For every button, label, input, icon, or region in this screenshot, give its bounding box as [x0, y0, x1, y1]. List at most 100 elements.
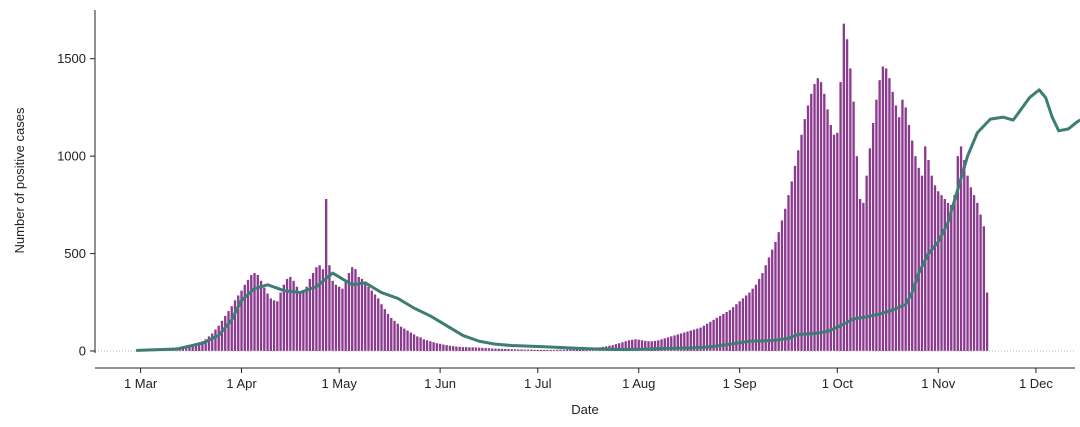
bar [748, 292, 751, 351]
bar [432, 342, 435, 351]
bar [764, 265, 767, 351]
bar [526, 349, 530, 351]
bar [940, 195, 943, 351]
x-tick-label: 1 Jun [424, 376, 456, 391]
bar [647, 341, 650, 351]
bar [823, 93, 826, 351]
bar [728, 310, 732, 351]
bar [754, 284, 758, 351]
bar [816, 78, 819, 351]
bar [565, 349, 569, 351]
bar [578, 348, 582, 351]
bar [562, 349, 566, 351]
bar [777, 232, 780, 351]
bar [679, 333, 683, 351]
bar [683, 332, 686, 351]
bar [289, 276, 292, 351]
bar [377, 298, 380, 351]
bar [214, 329, 217, 351]
y-axis: 0 500 1000 1500 [57, 10, 96, 359]
bar [810, 93, 813, 351]
bar [862, 202, 865, 351]
bar [338, 286, 341, 351]
bar [692, 329, 696, 351]
bar [709, 321, 712, 351]
bar [419, 337, 422, 351]
bar [429, 341, 432, 351]
bar [481, 347, 484, 351]
bar [784, 208, 787, 351]
bar [549, 349, 552, 351]
bar [279, 292, 282, 351]
bar [637, 339, 640, 351]
bar [917, 167, 920, 351]
bar [575, 349, 579, 351]
bar [907, 124, 911, 351]
bar [572, 349, 575, 351]
bar [497, 348, 500, 351]
bar [842, 23, 846, 351]
bar [702, 325, 706, 351]
bar [881, 66, 885, 351]
bar [341, 288, 344, 351]
bar [884, 68, 888, 352]
moving-average-line [135, 88, 1080, 352]
bar [246, 279, 250, 351]
bar [250, 275, 253, 351]
bar [364, 282, 367, 351]
bar [298, 292, 302, 351]
bar [321, 269, 325, 351]
bar [386, 313, 390, 351]
x-axis: 1 Mar 1 Apr 1 May 1 Jun 1 Jul 1 Aug 1 Sep 1 Oct… [95, 367, 1075, 391]
bar [217, 325, 220, 351]
bar [191, 344, 194, 351]
bar [399, 326, 403, 351]
bar [276, 301, 279, 351]
bar [673, 335, 676, 351]
bar [868, 148, 872, 351]
bar [383, 309, 386, 351]
bar [985, 292, 989, 351]
bar [487, 348, 491, 351]
bar [438, 343, 442, 351]
bar [836, 132, 839, 351]
bar [969, 187, 972, 351]
bar [188, 345, 191, 351]
bar [845, 39, 849, 351]
bar [455, 346, 458, 351]
y-axis-title: Number of positive cases [12, 107, 27, 253]
bar [627, 340, 631, 351]
bar [546, 349, 549, 351]
bar [569, 349, 572, 351]
bar [959, 146, 963, 351]
bar [468, 347, 471, 351]
bar [663, 338, 666, 351]
x-tick-label: 1 Apr [226, 376, 257, 391]
bar [530, 349, 533, 351]
bar [852, 101, 855, 351]
bar [344, 280, 347, 351]
bar [982, 226, 986, 351]
bar [393, 320, 396, 351]
bar [614, 344, 618, 351]
bar [324, 199, 328, 351]
bar [390, 317, 393, 351]
bar [979, 214, 982, 351]
bar [644, 340, 647, 351]
bar [471, 347, 474, 351]
bar [787, 195, 790, 351]
bar [311, 273, 315, 351]
bar [933, 185, 937, 351]
bar [373, 294, 377, 351]
bar [735, 304, 738, 351]
bar [725, 312, 728, 351]
bar [891, 91, 894, 351]
bar [930, 175, 933, 351]
bar [813, 84, 816, 352]
y-tick-label: 0 [79, 344, 86, 359]
bar [435, 343, 439, 351]
bar [956, 156, 959, 351]
bar [793, 165, 797, 351]
bar [832, 134, 836, 351]
